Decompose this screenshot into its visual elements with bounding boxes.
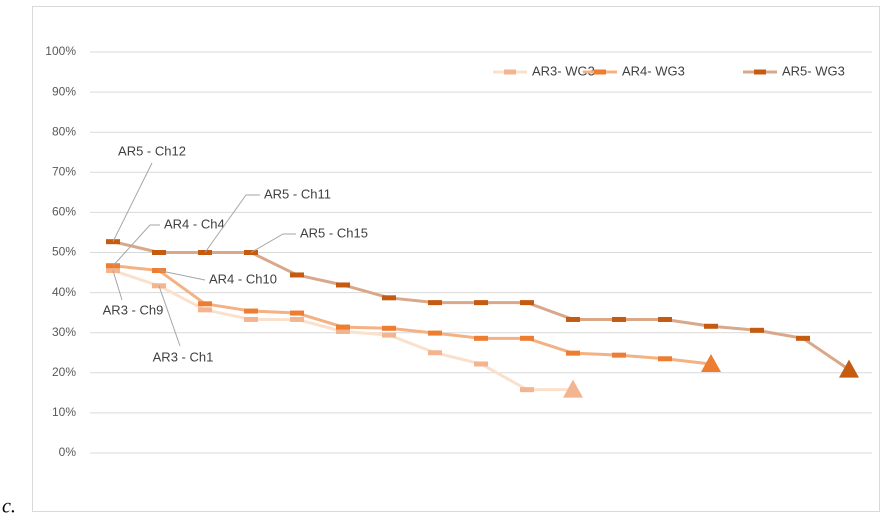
legend-marker bbox=[754, 69, 766, 75]
y-tick-label: 80% bbox=[52, 124, 76, 138]
point-marker bbox=[658, 316, 672, 322]
point-marker bbox=[336, 328, 350, 334]
annotation-leader bbox=[158, 285, 181, 347]
point-marker bbox=[566, 316, 580, 322]
point-marker bbox=[198, 301, 212, 307]
end-marker bbox=[701, 353, 721, 372]
point-marker bbox=[474, 300, 488, 306]
point-marker bbox=[428, 330, 442, 336]
annotation: AR3 - Ch1 bbox=[153, 349, 214, 364]
legend-label: AR4- WG3 bbox=[622, 63, 685, 78]
y-tick-label: 0% bbox=[59, 445, 77, 459]
point-marker bbox=[198, 307, 212, 313]
y-tick-label: 10% bbox=[52, 405, 76, 419]
point-marker bbox=[336, 324, 350, 330]
y-tick-label: 30% bbox=[52, 325, 76, 339]
y-tick-label: 100% bbox=[45, 44, 76, 58]
y-tick-label: 20% bbox=[52, 365, 76, 379]
point-marker bbox=[290, 310, 304, 316]
point-marker bbox=[520, 387, 534, 393]
y-tick-label: 60% bbox=[52, 205, 76, 219]
annotation-leader bbox=[112, 270, 123, 301]
annotation-leader bbox=[158, 270, 206, 281]
annotation-leader bbox=[250, 233, 296, 253]
point-marker bbox=[704, 323, 718, 329]
point-marker bbox=[382, 332, 396, 338]
annotation-leader bbox=[204, 194, 260, 253]
point-marker bbox=[520, 335, 534, 341]
legend-marker bbox=[504, 69, 516, 75]
point-marker bbox=[520, 300, 534, 306]
y-tick-label: 90% bbox=[52, 84, 76, 98]
point-marker bbox=[658, 356, 672, 362]
annotation: AR4 - Ch4 bbox=[164, 216, 225, 231]
end-marker bbox=[563, 379, 583, 398]
point-marker bbox=[244, 316, 258, 322]
chart-frame bbox=[32, 6, 880, 512]
annotation: AR5 - Ch11 bbox=[264, 186, 331, 201]
series-line bbox=[112, 264, 712, 366]
figure-label: c. bbox=[2, 496, 16, 517]
annotation: AR5 - Ch12 bbox=[118, 143, 186, 158]
point-marker bbox=[612, 352, 626, 358]
point-marker bbox=[244, 308, 258, 314]
point-marker bbox=[336, 282, 350, 288]
point-marker bbox=[474, 335, 488, 341]
legend-label: AR5- WG3 bbox=[782, 63, 845, 78]
end-marker bbox=[839, 359, 859, 378]
point-marker bbox=[474, 361, 488, 367]
point-marker bbox=[566, 350, 580, 356]
y-tick-label: 70% bbox=[52, 164, 76, 178]
annotation: AR4 - Ch10 bbox=[209, 271, 277, 286]
annotation-leader bbox=[112, 224, 160, 267]
point-marker bbox=[290, 316, 304, 322]
annotation: AR3 - Ch9 bbox=[103, 302, 164, 317]
y-tick-label: 50% bbox=[52, 245, 76, 259]
point-marker bbox=[428, 350, 442, 356]
point-marker bbox=[750, 327, 764, 333]
point-marker bbox=[382, 295, 396, 301]
legend-marker bbox=[594, 69, 606, 75]
point-marker bbox=[290, 272, 304, 278]
point-marker bbox=[428, 300, 442, 306]
y-tick-label: 40% bbox=[52, 285, 76, 299]
point-marker bbox=[152, 250, 166, 255]
annotation-leader bbox=[112, 162, 153, 242]
legend-label: AR3- WG3 bbox=[532, 63, 595, 78]
point-marker bbox=[382, 325, 396, 331]
annotation: AR5 - Ch15 bbox=[300, 225, 368, 240]
point-marker bbox=[612, 316, 626, 322]
point-marker bbox=[796, 335, 810, 341]
